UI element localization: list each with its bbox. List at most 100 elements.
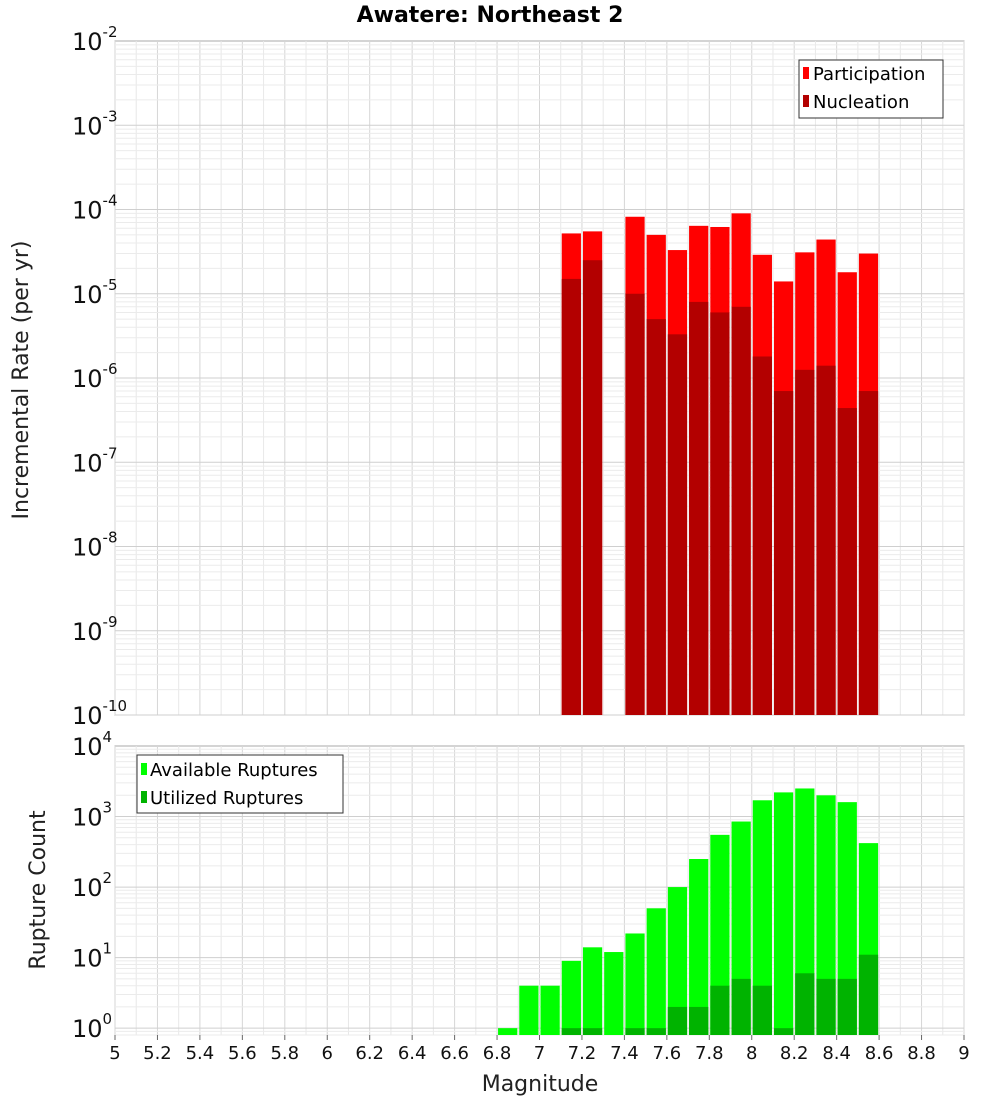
count-bar-b [625,1028,645,1035]
count-bar-a [689,859,709,1035]
count-x-ticks: 5 5.2 5.4 5.6 5.8 6 6.2 6.4 6.6 6.8 7 7.2 7.4 7.6 7.8 8… [109,1035,970,1064]
x-tick-label: 7 [534,1043,545,1064]
available-legend-label: Available Ruptures [150,760,318,781]
count-bar-b [667,1006,688,1035]
count-bar-b [816,978,836,1035]
rate-bar-b [625,293,645,715]
x-tick-label: 5.2 [143,1043,172,1064]
rate-bar-b [816,365,836,715]
x-tick-label: 6 [322,1043,333,1064]
count-tick-label: 104 [72,728,112,761]
x-tick-label: 7.4 [610,1043,639,1064]
utilized-swatch [141,791,147,803]
rate-tick-label: 10-2 [72,23,118,56]
participation-legend-label: Participation [813,64,925,85]
rate-gridlines [114,41,965,716]
x-tick-label: 6.6 [440,1043,469,1064]
rate-tick-label: 10-4 [72,192,118,225]
count-bar-a [582,947,603,1035]
count-bar-a [646,908,666,1035]
x-tick-label: 8.4 [822,1043,851,1064]
rate-y-ticks: 10-10 10-9 10-8 10-7 10-6 10-5 10-4 10-3 10-2 [72,23,127,730]
rate-legend-box [798,59,944,119]
count-gridlines [114,746,965,1036]
rate-bar-b [795,369,815,715]
rate-tick-label: 10-10 [72,697,127,730]
chart-title: Awatere: Northeast 2 [357,3,624,28]
x-tick-label: 8.2 [780,1043,809,1064]
x-tick-label: 6.4 [398,1043,427,1064]
x-tick-label: 5.4 [186,1043,215,1064]
x-tick-label: 5.6 [228,1043,257,1064]
rate-tick-label: 10-8 [72,529,118,562]
count-bar-a [710,834,730,1035]
count-bar-a [837,802,857,1035]
x-tick-label: 5.8 [270,1043,299,1064]
count-tick-label: 103 [72,799,112,832]
count-bar-b [795,973,815,1035]
count-bar-b [837,978,857,1035]
count-legend-box [136,754,344,814]
rate-bar-b [752,356,772,715]
rate-bars [561,213,879,716]
count-bars [498,788,879,1035]
count-bar-b [858,954,879,1035]
rate-bar-b [858,391,879,715]
count-bar-a [773,792,794,1035]
rate-bar-b [561,278,581,715]
count-bar-a [667,887,688,1035]
count-panel: 100 101 102 103 104 5 5.2 5.4 5.6 5.8 6 6.2 6.4 6.6 6… [26,728,970,1097]
count-legend: Available Ruptures Utilized Ruptures [136,754,344,814]
count-bar-a [752,800,772,1035]
count-tick-label: 102 [72,869,112,902]
utilized-legend-label: Utilized Ruptures [150,788,303,809]
count-bar-b [731,978,751,1035]
rate-tick-label: 10-9 [72,613,118,646]
rate-tick-label: 10-3 [72,107,118,140]
count-bar-a [816,795,836,1035]
x-tick-label: 8 [746,1043,757,1064]
rate-legend: Participation Nucleation [798,59,944,119]
nucleation-swatch [803,95,809,107]
count-bar-a [498,1028,518,1035]
count-bar-b [646,1028,666,1035]
count-bar-b [689,1006,709,1035]
count-bar-a [604,952,624,1035]
rate-tick-label: 10-5 [72,276,118,309]
count-tick-label: 100 [72,1010,112,1043]
rate-panel: 10-10 10-9 10-8 10-7 10-6 10-5 10-4 10-3 10-2 In… [9,23,965,730]
rate-bar-b [646,319,666,715]
rate-y-axis-label: Incremental Rate (per yr) [9,241,34,520]
x-tick-label: 6.2 [355,1043,384,1064]
count-bar-a [561,960,581,1035]
rate-bar-b [731,306,751,715]
nucleation-legend-label: Nucleation [813,92,909,113]
count-bar-b [773,1028,794,1035]
rate-bar-b [773,391,794,715]
x-tick-label: 8.6 [865,1043,894,1064]
count-bar-b [710,985,730,1035]
count-y-axis-label: Rupture Count [26,810,51,970]
x-tick-label: 7.6 [653,1043,682,1064]
count-bar-a [540,985,560,1035]
rate-tick-label: 10-7 [72,444,118,477]
x-tick-label: 9 [958,1043,969,1064]
rate-bar-b [710,312,730,715]
count-bar-b [752,985,772,1035]
x-tick-label: 5 [109,1043,120,1064]
rate-bar-b [582,260,603,715]
rate-bar-b [667,334,688,715]
participation-swatch [803,67,809,79]
available-swatch [141,763,147,775]
count-tick-label: 101 [72,940,112,973]
count-bar-a [625,933,645,1035]
rate-bar-b [689,301,709,715]
count-bar-a [519,985,539,1035]
count-bar-b [561,1028,581,1035]
rate-tick-label: 10-6 [72,360,118,393]
x-tick-label: 8.8 [907,1043,936,1064]
x-tick-label: 7.8 [695,1043,724,1064]
count-y-ticks: 100 101 102 103 104 [72,728,112,1043]
count-bar-b [582,1028,603,1035]
